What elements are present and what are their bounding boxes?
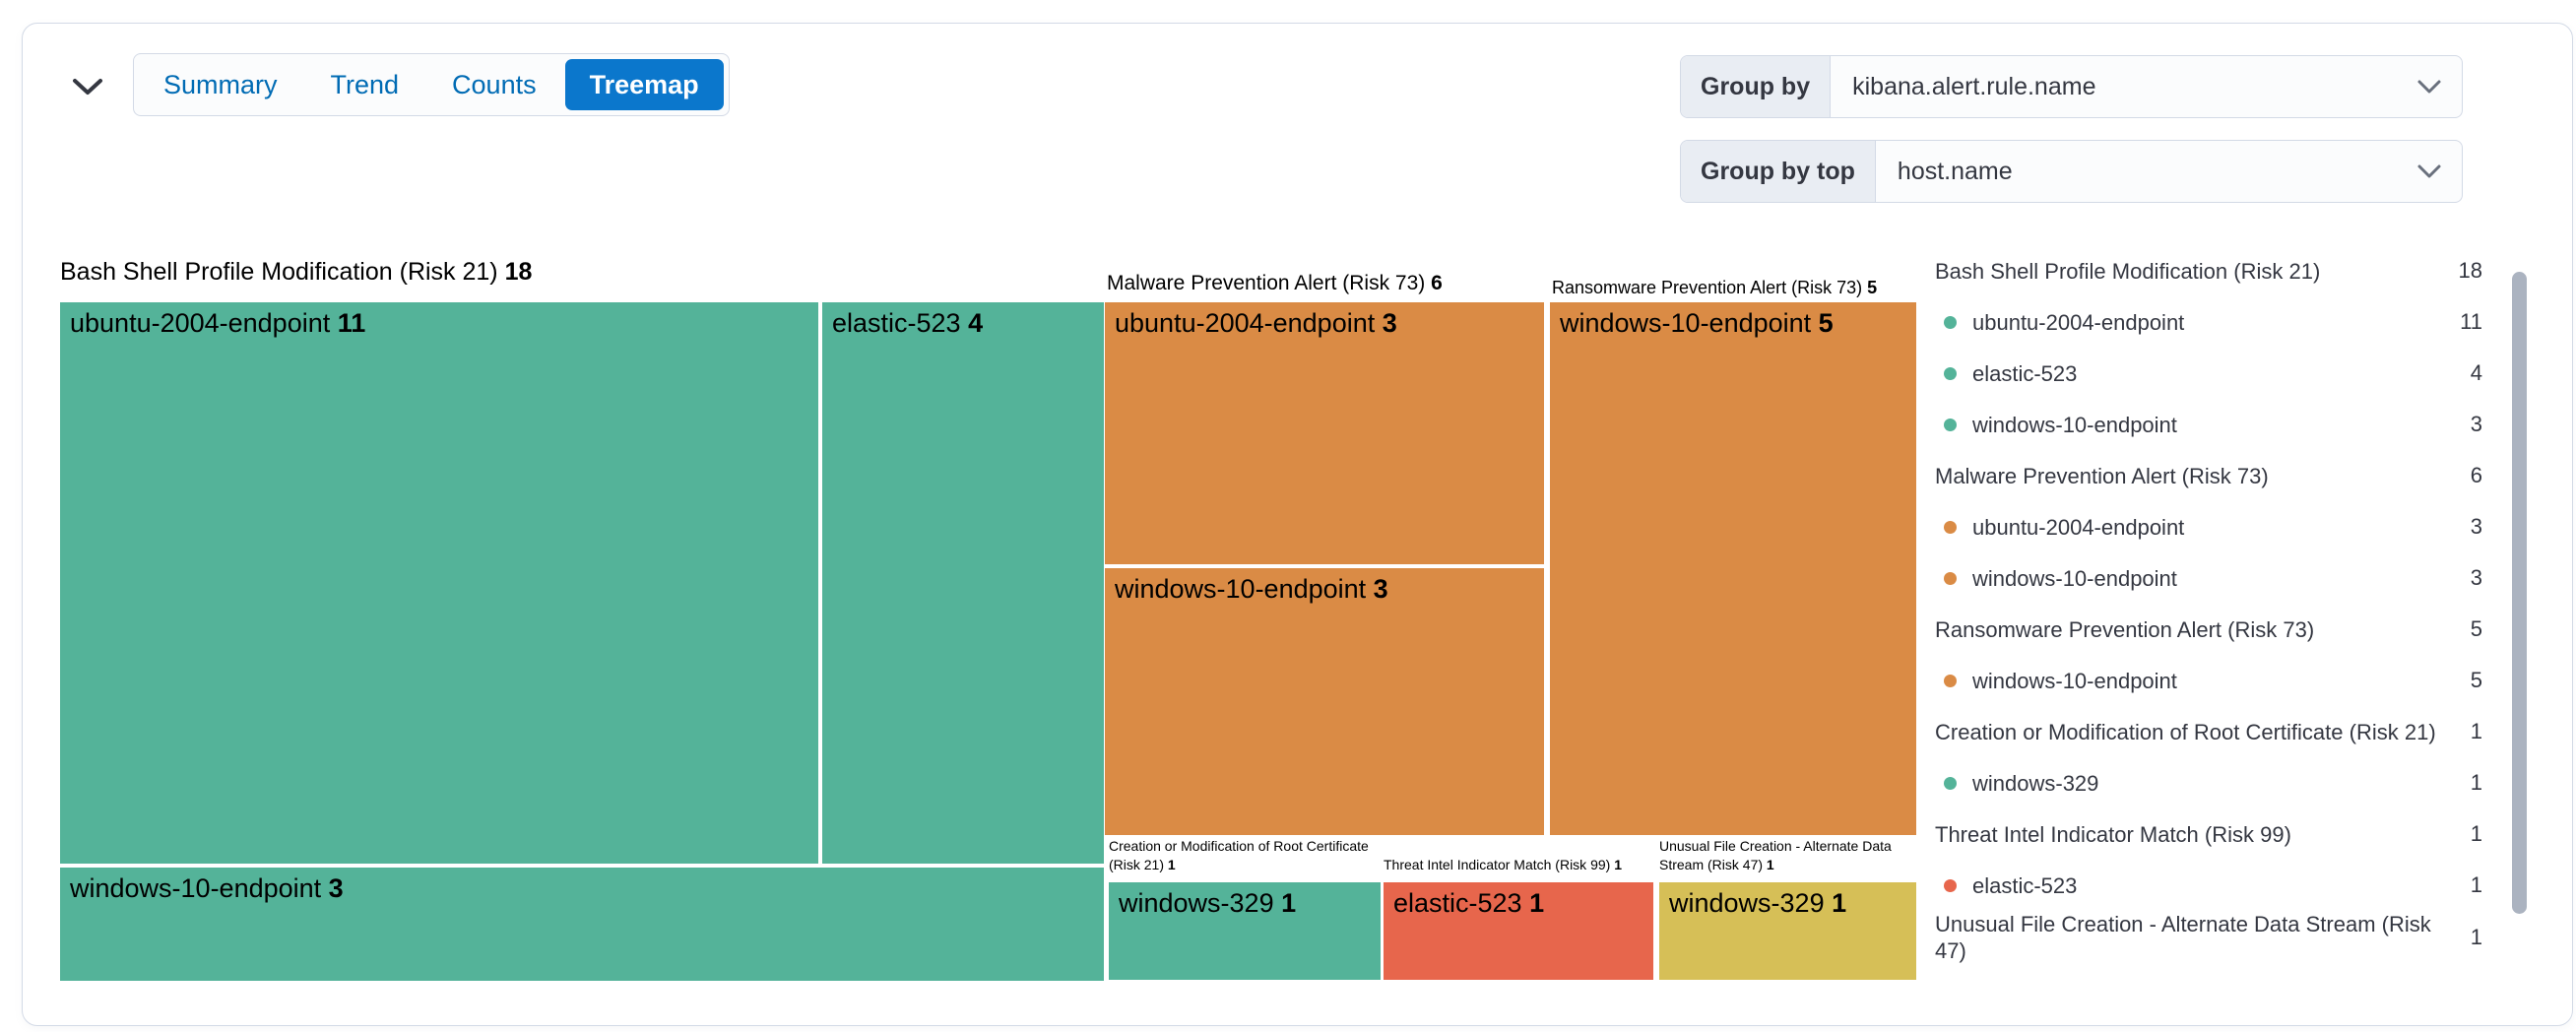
group-by-top-select[interactable]: Group by top host.name <box>1680 140 2463 203</box>
legend-count: 1 <box>2470 872 2482 897</box>
legend-item-row[interactable]: windows-329 1 <box>1935 757 2482 808</box>
legend-count: 5 <box>2470 616 2482 641</box>
legend-dot <box>1944 878 1957 892</box>
legend-label: Bash Shell Profile Modification (Risk 21… <box>1935 258 2321 284</box>
legend-count: 3 <box>2470 565 2482 590</box>
legend-item-row[interactable]: ubuntu-2004-endpoint 11 <box>1935 296 2482 348</box>
legend-label: windows-10-endpoint <box>1972 668 2177 693</box>
tab-treemap[interactable]: Treemap <box>564 59 724 110</box>
legend-count: 11 <box>2460 309 2482 334</box>
legend-label: ubuntu-2004-endpoint <box>1972 514 2185 540</box>
group-by-label: Group by <box>1681 56 1832 117</box>
legend-item-row[interactable]: elastic-523 4 <box>1935 348 2482 399</box>
treemap-cell[interactable]: windows-329 1 <box>1109 882 1381 980</box>
legend-label: windows-10-endpoint <box>1972 412 2177 437</box>
legend-label: elastic-523 <box>1972 872 2078 898</box>
legend-label: ubuntu-2004-endpoint <box>1972 309 2185 335</box>
legend-item-row[interactable]: windows-10-endpoint 3 <box>1935 552 2482 604</box>
legend-label: windows-329 <box>1972 770 2099 796</box>
legend-group-row[interactable]: Unusual File Creation - Alternate Data S… <box>1935 911 2482 964</box>
legend-count: 5 <box>2470 668 2482 692</box>
treemap-cell[interactable]: elastic-523 1 <box>1384 882 1653 980</box>
legend-item-row[interactable]: ubuntu-2004-endpoint 3 <box>1935 501 2482 552</box>
legend-label: elastic-523 <box>1972 360 2078 386</box>
treemap-chart: Bash Shell Profile Modification (Risk 21… <box>23 24 2572 1025</box>
collapse-panel-button[interactable] <box>68 71 107 102</box>
legend-count: 3 <box>2470 412 2482 436</box>
legend-item-row[interactable]: elastic-523 1 <box>1935 860 2482 911</box>
legend-count: 4 <box>2470 360 2482 385</box>
legend-group-row[interactable]: Malware Prevention Alert (Risk 73) 6 <box>1935 450 2482 501</box>
treemap-legend: Bash Shell Profile Modification (Risk 21… <box>1935 245 2482 964</box>
treemap-cell[interactable]: windows-10-endpoint 5 <box>1550 302 1916 835</box>
legend-group-row[interactable]: Threat Intel Indicator Match (Risk 99) 1 <box>1935 808 2482 860</box>
legend-item-row[interactable]: windows-10-endpoint 3 <box>1935 399 2482 450</box>
legend-scrollbar-thumb[interactable] <box>2512 272 2527 914</box>
legend-dot <box>1944 674 1957 687</box>
tab-summary[interactable]: Summary <box>139 59 302 110</box>
legend-dot <box>1944 776 1957 790</box>
legend-dot <box>1944 366 1957 380</box>
chart-type-tab-group: Summary Trend Counts Treemap <box>133 53 730 116</box>
legend-count: 3 <box>2470 514 2482 539</box>
alerts-visualization-panel: Summary Trend Counts Treemap Group by ki… <box>22 23 2573 1026</box>
legend-count: 1 <box>2470 821 2482 846</box>
group-by-top-value: host.name <box>1897 157 2013 185</box>
legend-count: 1 <box>2470 770 2482 795</box>
legend-item-row[interactable]: windows-10-endpoint 5 <box>1935 655 2482 706</box>
treemap-group-header: Ransomware Prevention Alert (Risk 73) 5 <box>1552 278 1878 297</box>
legend-dot <box>1944 520 1957 534</box>
treemap-group-header: Threat Intel Indicator Match (Risk 99) 1 <box>1384 857 1622 872</box>
legend-count: 1 <box>2470 719 2482 743</box>
chevron-down-icon <box>2416 56 2462 117</box>
legend-dot <box>1944 571 1957 585</box>
legend-dot <box>1944 315 1957 329</box>
legend-label: Threat Intel Indicator Match (Risk 99) <box>1935 821 2291 847</box>
treemap-cell[interactable]: windows-10-endpoint 3 <box>60 868 1104 981</box>
legend-label: windows-10-endpoint <box>1972 565 2177 591</box>
tab-trend[interactable]: Trend <box>306 59 424 110</box>
tab-counts[interactable]: Counts <box>427 59 561 110</box>
legend-count: 6 <box>2470 463 2482 487</box>
legend-label: Malware Prevention Alert (Risk 73) <box>1935 463 2269 488</box>
treemap-cell[interactable]: windows-329 1 <box>1659 882 1916 980</box>
legend-group-row[interactable]: Bash Shell Profile Modification (Risk 21… <box>1935 245 2482 296</box>
legend-label: Creation or Modification of Root Certifi… <box>1935 719 2436 744</box>
group-by-top-label: Group by top <box>1681 141 1876 202</box>
group-by-value: kibana.alert.rule.name <box>1852 72 2096 100</box>
group-by-select[interactable]: Group by kibana.alert.rule.name <box>1680 55 2463 118</box>
legend-label: Unusual File Creation - Alternate Data S… <box>1935 912 2431 963</box>
treemap-group-header: Malware Prevention Alert (Risk 73) 6 <box>1107 272 1443 294</box>
legend-count: 18 <box>2458 258 2482 283</box>
treemap-cell[interactable]: windows-10-endpoint 3 <box>1105 568 1544 835</box>
treemap-cell[interactable]: ubuntu-2004-endpoint 3 <box>1105 302 1544 564</box>
treemap-cell[interactable]: elastic-523 4 <box>822 302 1104 864</box>
legend-dot <box>1944 418 1957 431</box>
legend-group-row[interactable]: Creation or Modification of Root Certifi… <box>1935 706 2482 757</box>
legend-label: Ransomware Prevention Alert (Risk 73) <box>1935 616 2315 642</box>
chevron-down-icon <box>2416 141 2462 202</box>
treemap-cell[interactable]: ubuntu-2004-endpoint 11 <box>60 302 818 864</box>
treemap-group-header: Bash Shell Profile Modification (Risk 21… <box>60 258 533 286</box>
treemap-group-header: Unusual File Creation - Alternate Data S… <box>1659 838 1892 872</box>
treemap-group-header: Creation or Modification of Root Certifi… <box>1109 838 1369 872</box>
chevron-down-icon <box>71 76 104 97</box>
legend-count: 1 <box>2470 925 2482 949</box>
legend-group-row[interactable]: Ransomware Prevention Alert (Risk 73) 5 <box>1935 604 2482 655</box>
